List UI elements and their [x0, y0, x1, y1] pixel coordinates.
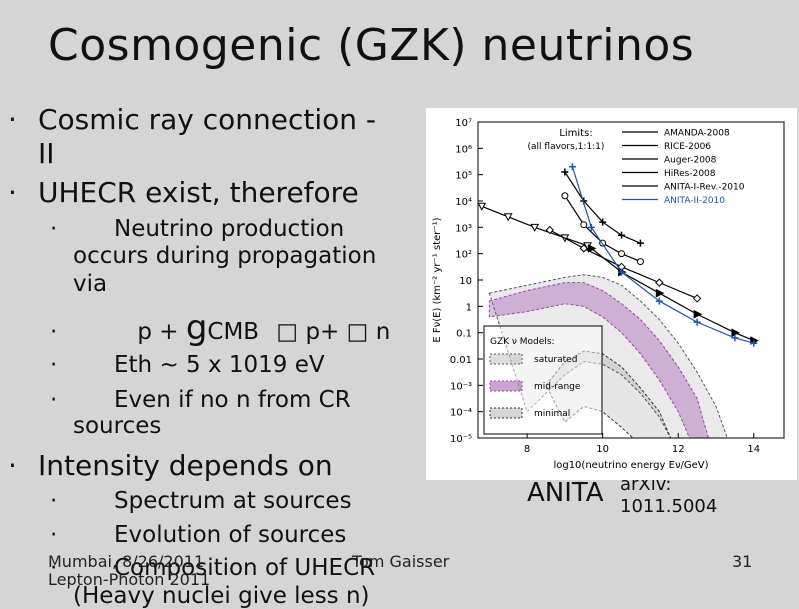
y-axis-label: E Fν(E) (km⁻² yr⁻¹ ster⁻¹) — [432, 217, 443, 342]
data-point — [655, 297, 663, 305]
y-tick-label: 10 — [459, 276, 472, 287]
data-point — [618, 268, 626, 276]
footer-conference: Lepton-Photon 2011 — [48, 570, 211, 589]
bullet-intensity: · Intensity depends on — [8, 449, 333, 482]
sub-even-if: · Even if no n from CR — [50, 387, 351, 413]
y-tick-label: 10³ — [455, 223, 472, 234]
bullet-cosmic-ray: · Cosmic ray connection - — [8, 103, 377, 136]
models-legend-entry: minimal — [534, 409, 570, 419]
data-point — [636, 239, 644, 247]
footer-location: Mumbai, 8/26/2011 — [48, 552, 205, 571]
data-point — [693, 309, 703, 319]
models-legend-box — [483, 325, 603, 435]
data-point — [655, 288, 665, 298]
data-point — [568, 163, 576, 171]
anita-label: ANITA — [527, 478, 604, 508]
series-line — [564, 171, 641, 244]
data-point — [579, 244, 588, 253]
data-point — [477, 202, 487, 211]
models-legend-swatch — [489, 407, 523, 419]
bullet-cosmic-ray-cont: II — [38, 137, 55, 170]
data-point — [561, 192, 569, 200]
x-tick-label: 10 — [596, 444, 609, 455]
y-tick-label: 10⁻³ — [450, 381, 472, 392]
y-tick-label: 10⁻⁴ — [450, 408, 472, 419]
sub-reaction: · p + gCMB □ p+ □ n — [50, 308, 391, 348]
legend-entry: AMANDA-2008 — [664, 129, 730, 139]
legend-entry: RICE-2006 — [664, 142, 711, 152]
data-point — [731, 334, 739, 342]
data-point — [731, 328, 741, 337]
models-legend-entry: mid-range — [534, 382, 581, 392]
x-tick-label: 8 — [524, 444, 530, 455]
y-tick-label: 10⁵ — [455, 171, 472, 182]
data-point — [618, 250, 626, 258]
data-point — [580, 221, 588, 229]
sub-neutrino-production: · Neutrino production — [50, 216, 345, 242]
data-point — [561, 168, 569, 176]
legend-entry: ANITA-I-Rev.-2010 — [664, 183, 745, 193]
data-point — [692, 294, 702, 303]
data-point — [693, 318, 701, 326]
data-point — [599, 218, 607, 226]
models-legend-title: GZK ν Models: — [490, 337, 555, 347]
models-legend-swatch — [489, 380, 523, 392]
y-tick-label: 0.1 — [456, 329, 472, 340]
bullet-uhecr: · UHECR exist, therefore — [8, 176, 359, 209]
sub-eth: · Eth ~ 5 x 1019 eV — [50, 352, 325, 378]
sub-composition: · Composition of UHECR — [50, 555, 376, 581]
limits-legend-subtitle: (all flavors,1:1:1) — [528, 142, 605, 152]
data-point — [618, 231, 626, 239]
arxiv-reference: arXiv: 1011.5004 — [620, 474, 718, 517]
data-point — [530, 223, 540, 232]
data-point — [545, 225, 554, 235]
x-tick-label: 12 — [672, 444, 685, 455]
sub-spectrum: · Spectrum at sources — [50, 488, 352, 514]
models-legend-entry: saturated — [534, 355, 577, 365]
data-point — [655, 278, 664, 287]
data-point — [636, 258, 644, 266]
legend-entry: ANITA-II-2010 — [664, 196, 725, 206]
models-legend-swatch — [489, 353, 523, 365]
sub-even-if-cont: sources — [73, 413, 162, 439]
x-axis-label: log10(neutrino energy Eν/GeV) — [553, 460, 708, 471]
sub-neutrino-production-cont2: via — [73, 271, 108, 297]
legend-entry: Auger-2008 — [664, 156, 717, 166]
page-number: 31 — [732, 552, 753, 571]
y-tick-label: 10⁶ — [455, 144, 472, 155]
x-tick-label: 14 — [747, 444, 760, 455]
sub-evolution: · Evolution of sources — [50, 522, 347, 548]
y-tick-label: 10⁻⁵ — [450, 434, 472, 445]
y-tick-label: 10⁷ — [455, 118, 472, 129]
sub-neutrino-production-cont1: occurs during propagation — [73, 243, 377, 269]
data-point — [503, 213, 513, 222]
legend-entry: HiRes-2008 — [664, 169, 716, 179]
slide-title: Cosmogenic (GZK) neutrinos — [48, 20, 695, 71]
y-tick-label: 0.01 — [450, 355, 472, 366]
footer-author: Tom Gaisser — [352, 552, 450, 571]
data-point — [587, 244, 597, 253]
y-tick-label: 1 — [466, 302, 472, 313]
neutrino-flux-chart: 10⁻⁵ 10⁻⁴ 10⁻³ 0.01 0.1 1 10 10² 10³ 10⁴ 10⁵ 10⁶ 10⁷… — [426, 108, 797, 480]
y-tick-label: 10⁴ — [455, 197, 472, 208]
series-line — [590, 247, 755, 342]
y-tick-label: 10² — [455, 250, 472, 261]
data-point — [587, 223, 595, 231]
limits-legend-title: Limits: — [559, 128, 592, 139]
data-point — [750, 339, 758, 347]
series-line — [564, 195, 641, 263]
